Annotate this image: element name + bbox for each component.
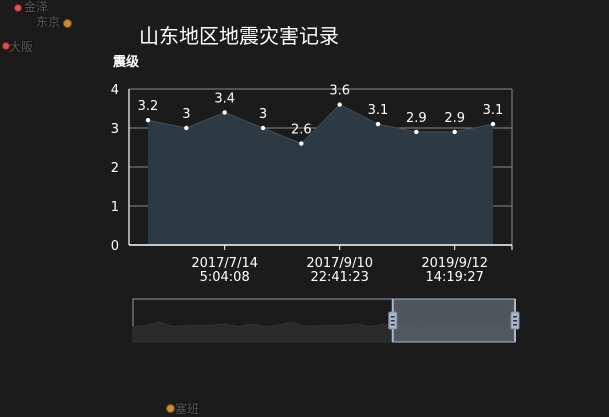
data-zoom-grip-mark [390,324,395,326]
series-area [148,104,493,245]
data-zoom-slider[interactable] [132,298,520,343]
data-label: 2.9 [444,111,465,126]
y-tick-label: 0 [111,239,119,254]
data-point [414,129,419,135]
data-zoom-grip-mark [513,316,517,318]
data-point [452,129,457,135]
data-zoom-selection[interactable] [392,298,516,343]
y-tick-label: 3 [111,122,119,137]
x-tick-label: 2019/9/12 [421,256,488,271]
data-point [260,125,266,131]
x-tick-label: 2017/7/14 [191,256,258,271]
data-point [184,125,189,131]
data-label: 3.1 [483,103,504,118]
data-label: 3.2 [138,99,159,114]
y-tick-label: 1 [111,200,119,215]
data-zoom-handle-end[interactable] [510,299,520,342]
map-marker-tokyo [63,19,72,28]
point-layer [145,102,496,146]
map-marker-jinze [14,4,22,12]
data-point [222,110,227,115]
label-layer: 3.2 3 3.4 3 2.6 3.6 3.1 2.9 2.9 3.1 [138,84,504,138]
data-zoom-grip-mark [513,324,517,326]
data-zoom-grip-mark [390,320,395,322]
data-label: 3.4 [214,91,235,106]
map-label-saipan: 塞班 [175,402,200,416]
data-label: 3 [259,107,267,122]
data-label: 3.1 [368,103,389,118]
data-label: 2.6 [291,123,312,138]
data-label: 2.9 [406,111,427,126]
y-tick-label: 4 [111,83,119,98]
y-tick-label: 2 [111,161,119,176]
y-axis-name: 震级 [112,54,140,70]
x-tick-label: 22:41:23 [310,270,368,285]
data-point [490,121,496,127]
data-point [145,118,151,123]
series-line [147,103,494,145]
data-zoom-grip-mark [390,316,395,318]
area-layer [147,103,494,245]
map-marker-osaka [2,42,10,50]
map-marker-saipan [166,404,175,413]
data-point [337,102,342,107]
map-label-jinze: 金泽 [24,0,49,14]
data-label: 3 [182,107,190,122]
chart-title: 山东地区地震灾害记录 [139,24,339,48]
data-point [299,141,304,146]
data-zoom-grip-mark [513,320,517,322]
data-point [375,121,381,127]
data-zoom-handle-start[interactable] [388,299,398,342]
x-tick-label: 14:19:27 [425,270,483,285]
data-label: 3.6 [329,84,350,99]
map-label-tokyo: 东京 [36,15,61,29]
map-label-osaka: 大阪 [9,40,34,54]
x-tick-label: 5:04:08 [200,270,250,285]
x-tick-label: 2017/9/10 [306,256,373,271]
